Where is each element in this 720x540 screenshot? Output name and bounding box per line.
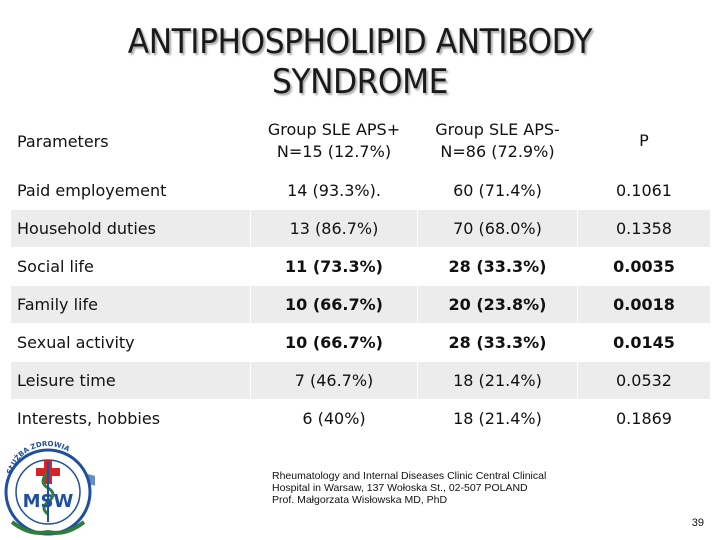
row-group-aps-positive: 13 (86.7%) — [250, 209, 418, 248]
row-group-aps-negative: 18 (21.4%) — [417, 399, 578, 438]
medical-service-emblem-icon: SŁUŻBA ZDROWIA MSW — [4, 440, 95, 536]
row-group-aps-positive: 7 (46.7%) — [250, 361, 418, 400]
row-parameter: Paid employement — [10, 171, 251, 210]
header-group-aps-negative: Group SLE APS- N=86 (72.9%) — [417, 110, 578, 172]
row-group-aps-negative: 20 (23.8%) — [417, 285, 578, 324]
row-p-value: 0.1061 — [577, 171, 711, 210]
row-parameter: Household duties — [10, 209, 251, 248]
reference-line-3: Prof. Małgorzata Wisłowska MD, PhD — [272, 494, 448, 506]
table-row: Sexual activity 10 (66.7%) 28 (33.3%) 0.… — [10, 323, 711, 362]
row-group-aps-positive: 10 (66.7%) — [250, 285, 418, 324]
row-group-aps-negative: 60 (71.4%) — [417, 171, 578, 210]
row-p-value: 0.1869 — [577, 399, 711, 438]
table-row: Leisure time 7 (46.7%) 18 (21.4%) 0.0532 — [10, 361, 711, 400]
table-row: Family life 10 (66.7%) 20 (23.8%) 0.0018 — [10, 285, 711, 324]
row-parameter: Leisure time — [10, 361, 251, 400]
table-row: Household duties 13 (86.7%) 70 (68.0%) 0… — [10, 209, 711, 248]
slide-title-line-2: SYNDROME — [272, 62, 448, 102]
row-group-aps-positive: 6 (40%) — [250, 399, 418, 438]
table-row: Social life 11 (73.3%) 28 (33.3%) 0.0035 — [10, 247, 711, 286]
row-group-aps-positive: 10 (66.7%) — [250, 323, 418, 362]
header-group-aps-positive-line2: N=15 (12.7%) — [276, 142, 392, 161]
row-parameter: Social life — [10, 247, 251, 286]
row-group-aps-negative: 28 (33.3%) — [417, 247, 578, 286]
header-group-aps-positive-line1: Group SLE APS+ — [267, 120, 401, 139]
reference-line-2: Hospital in Warsaw, 137 Wołoska St., 02-… — [272, 482, 528, 494]
reference-block: Rheumatology and Internal Diseases Clini… — [272, 470, 546, 506]
row-parameter: Family life — [10, 285, 251, 324]
slide-title-line-1: ANTIPHOSPHOLIPID ANTIBODY — [127, 22, 593, 62]
row-parameter: Interests, hobbies — [10, 399, 251, 438]
row-group-aps-negative: 28 (33.3%) — [417, 323, 578, 362]
row-group-aps-negative: 18 (21.4%) — [417, 361, 578, 400]
header-group-aps-positive: Group SLE APS+ N=15 (12.7%) — [250, 110, 418, 172]
row-group-aps-positive: 11 (73.3%) — [250, 247, 418, 286]
header-p-value: P — [577, 110, 711, 172]
row-p-value: 0.0035 — [577, 247, 711, 286]
table-row: Interests, hobbies 6 (40%) 18 (21.4%) 0.… — [10, 399, 711, 438]
row-parameter: Sexual activity — [10, 323, 251, 362]
slide-title: ANTIPHOSPHOLIPID ANTIBODY SYNDROME — [0, 22, 720, 102]
header-row: Parameters Group SLE APS+ N=15 (12.7%) G… — [10, 110, 711, 172]
row-group-aps-positive: 14 (93.3%). — [250, 171, 418, 210]
row-p-value: 0.0145 — [577, 323, 711, 362]
row-p-value: 0.0018 — [577, 285, 711, 324]
row-p-value: 0.1358 — [577, 209, 711, 248]
row-group-aps-negative: 70 (68.0%) — [417, 209, 578, 248]
header-parameters: Parameters — [10, 110, 251, 172]
logo-text: MSW — [23, 491, 74, 512]
header-group-aps-negative-line1: Group SLE APS- — [435, 120, 560, 139]
header-group-aps-negative-line2: N=86 (72.9%) — [440, 142, 555, 161]
reference-line-1: Rheumatology and Internal Diseases Clini… — [272, 470, 547, 482]
results-table: Parameters Group SLE APS+ N=15 (12.7%) G… — [10, 110, 711, 438]
row-p-value: 0.0532 — [577, 361, 711, 400]
table-row: Paid employement 14 (93.3%). 60 (71.4%) … — [10, 171, 711, 210]
page-number: 39 — [691, 517, 704, 529]
